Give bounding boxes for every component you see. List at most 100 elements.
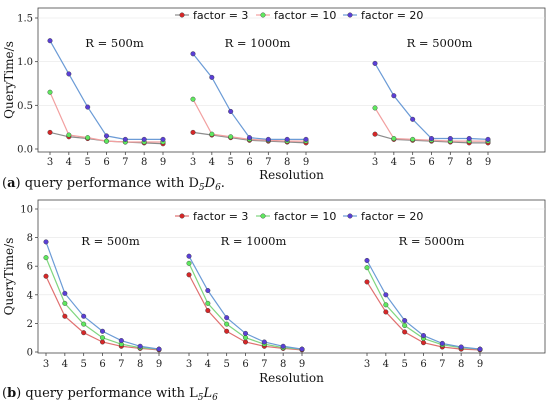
legend-marker bbox=[347, 12, 353, 18]
data-point bbox=[246, 135, 252, 141]
data-point bbox=[141, 136, 147, 142]
data-point bbox=[85, 135, 91, 141]
data-point bbox=[118, 338, 124, 344]
data-point bbox=[81, 313, 87, 319]
data-point bbox=[137, 343, 143, 349]
data-point bbox=[364, 279, 370, 285]
legend-marker bbox=[347, 213, 353, 219]
data-point bbox=[402, 323, 408, 329]
y-tick-label: 0.0 bbox=[17, 145, 33, 156]
x-tick-label: 7 bbox=[265, 157, 271, 168]
data-point bbox=[62, 290, 68, 296]
y-tick-label: 6 bbox=[27, 262, 33, 273]
data-point bbox=[99, 328, 105, 334]
data-point bbox=[242, 335, 248, 341]
x-tick-label: 3 bbox=[43, 359, 49, 370]
legend-label: factor = 3 bbox=[193, 9, 248, 22]
data-point bbox=[81, 330, 87, 336]
data-point bbox=[99, 335, 105, 341]
x-tick-label: 8 bbox=[458, 359, 464, 370]
data-point bbox=[299, 346, 305, 352]
data-point bbox=[190, 51, 196, 57]
x-tick-label: 9 bbox=[156, 359, 162, 370]
data-point bbox=[43, 273, 49, 279]
data-point bbox=[439, 340, 445, 346]
data-point bbox=[186, 253, 192, 259]
data-point bbox=[103, 138, 109, 144]
data-point bbox=[186, 260, 192, 266]
x-tick-label: 5 bbox=[80, 359, 86, 370]
data-point bbox=[47, 38, 53, 44]
data-point bbox=[43, 255, 49, 261]
data-point bbox=[372, 131, 378, 137]
legend-label: factor = 3 bbox=[193, 210, 248, 223]
x-tick-label: 6 bbox=[428, 157, 434, 168]
x-tick-label: 4 bbox=[62, 359, 68, 370]
data-point bbox=[81, 321, 87, 327]
data-point bbox=[228, 134, 234, 140]
x-tick-label: 9 bbox=[303, 157, 309, 168]
x-axis-label: Resolution bbox=[259, 371, 324, 385]
x-tick-label: 8 bbox=[137, 359, 143, 370]
data-point bbox=[303, 136, 309, 142]
data-point bbox=[458, 344, 464, 350]
y-tick-label: 1.0 bbox=[17, 57, 33, 68]
x-tick-label: 3 bbox=[186, 359, 192, 370]
data-point bbox=[43, 239, 49, 245]
legend-marker bbox=[179, 12, 185, 18]
x-tick-label: 8 bbox=[141, 157, 147, 168]
data-point bbox=[242, 339, 248, 345]
legend-label: factor = 10 bbox=[274, 210, 336, 223]
data-point bbox=[261, 339, 267, 345]
data-point bbox=[265, 136, 271, 142]
y-tick-label: 0.5 bbox=[17, 101, 33, 112]
panel-label: R = 5000m bbox=[407, 36, 473, 50]
data-point bbox=[224, 328, 230, 334]
y-tick-label: 0 bbox=[27, 348, 33, 359]
series-line bbox=[192, 53, 306, 140]
data-point bbox=[421, 340, 427, 346]
data-point bbox=[160, 136, 166, 142]
panel-label: R = 1000m bbox=[221, 234, 287, 248]
x-tick-label: 6 bbox=[103, 157, 109, 168]
x-tick-label: 7 bbox=[447, 157, 453, 168]
data-point bbox=[190, 129, 196, 135]
data-point bbox=[47, 89, 53, 95]
x-tick-label: 5 bbox=[409, 157, 415, 168]
y-tick-label: 10 bbox=[20, 205, 33, 216]
data-point bbox=[62, 313, 68, 319]
data-point bbox=[205, 308, 211, 314]
y-tick-label: 8 bbox=[27, 233, 33, 244]
x-tick-label: 5 bbox=[401, 359, 407, 370]
data-point bbox=[186, 272, 192, 278]
data-point bbox=[122, 136, 128, 142]
x-tick-label: 3 bbox=[47, 157, 53, 168]
data-point bbox=[228, 108, 234, 114]
x-tick-label: 6 bbox=[99, 359, 105, 370]
data-point bbox=[284, 136, 290, 142]
data-point bbox=[372, 60, 378, 66]
y-axis-label: QueryTime/s bbox=[2, 41, 16, 119]
x-axis-label: Resolution bbox=[259, 168, 324, 182]
data-point bbox=[485, 136, 491, 142]
x-tick-label: 9 bbox=[160, 157, 166, 168]
x-tick-label: 8 bbox=[284, 157, 290, 168]
chart-a: 0.0 0.5 1.0 1.5 QueryTime/s Resolution 3 4 5 6 7 8 9… bbox=[2, 7, 546, 182]
data-point bbox=[99, 339, 105, 345]
data-point bbox=[62, 300, 68, 306]
data-point bbox=[391, 136, 397, 142]
legend-label: factor = 20 bbox=[361, 210, 423, 223]
y-tick-label: 2 bbox=[27, 319, 33, 330]
legend-label: factor = 10 bbox=[274, 9, 336, 22]
plot-frame bbox=[37, 7, 546, 153]
panel-label: R = 5000m bbox=[399, 234, 465, 248]
data-point bbox=[209, 131, 215, 137]
legend-marker bbox=[179, 213, 185, 219]
x-tick-label: 3 bbox=[372, 157, 378, 168]
data-point bbox=[242, 330, 248, 336]
series-line bbox=[374, 63, 489, 140]
data-point bbox=[364, 265, 370, 271]
x-tick-label: 9 bbox=[477, 359, 483, 370]
panel-label: R = 500m bbox=[85, 36, 144, 50]
